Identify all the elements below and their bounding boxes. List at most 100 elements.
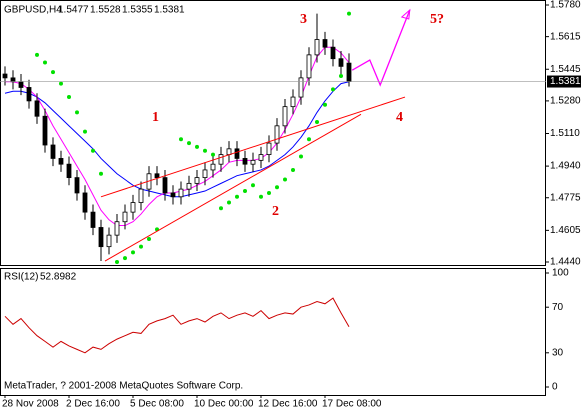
candle-body xyxy=(50,144,56,159)
candle-body xyxy=(170,192,176,198)
candle-body xyxy=(114,221,120,236)
candle-body xyxy=(322,39,328,48)
candle-body xyxy=(298,77,304,98)
sar-dot xyxy=(131,250,135,255)
candle-body xyxy=(226,148,232,155)
sar-dot xyxy=(211,152,215,157)
wave-label: 5? xyxy=(430,12,444,27)
sar-dot xyxy=(139,244,143,249)
sar-dot xyxy=(251,183,255,188)
header-value: 1.5477 xyxy=(58,5,89,16)
candle-body xyxy=(90,211,96,228)
sar-dot xyxy=(67,95,71,100)
wave-label: 3 xyxy=(300,12,307,27)
sar-dot xyxy=(195,144,199,149)
x-tick-label: 28 Nov 2008 xyxy=(2,399,59,410)
sar-dot xyxy=(123,256,127,261)
y-tick-label: 1.5280 xyxy=(550,96,581,107)
sar-dot xyxy=(315,119,319,124)
y-tick-label: 1.5780 xyxy=(550,0,581,11)
x-tick-label: 17 Dec 08:00 xyxy=(322,399,382,410)
candle-body xyxy=(210,163,216,171)
candle-body xyxy=(2,73,8,79)
sar-dot xyxy=(91,148,95,153)
wave-label: 1 xyxy=(152,110,159,125)
sar-dot xyxy=(99,171,103,176)
footer: MetaTrader, ? 2001-2008 MetaQuotes Softw… xyxy=(4,381,243,392)
sar-dot xyxy=(219,206,223,211)
sar-dot xyxy=(187,141,191,146)
candle-body xyxy=(26,87,32,102)
candle-body xyxy=(178,188,184,198)
price-panel xyxy=(0,0,546,266)
y-tick-label: 30 xyxy=(552,347,564,358)
sar-dot xyxy=(203,148,207,153)
candle-body xyxy=(306,54,312,79)
candle-body xyxy=(290,96,296,108)
sar-dot xyxy=(83,129,87,134)
y-tick-label: 1.4775 xyxy=(550,192,581,203)
sar-dot xyxy=(347,11,351,16)
candle-body xyxy=(42,115,48,146)
arrow-head xyxy=(400,8,411,20)
price-label-box xyxy=(547,75,581,88)
candle-body xyxy=(314,39,320,56)
trendline xyxy=(100,96,406,198)
sar-dot xyxy=(291,167,295,172)
sar-dot xyxy=(43,60,47,65)
symbol: GBPUSD,H4 xyxy=(4,5,62,16)
candle-body xyxy=(130,202,136,213)
candle-body xyxy=(58,158,64,165)
sar-dot xyxy=(283,177,287,182)
sar-dot xyxy=(307,137,311,142)
y-tick-label: 1.4605 xyxy=(550,225,581,236)
moving-average xyxy=(4,81,350,198)
candle-body xyxy=(154,173,160,179)
candle-body xyxy=(98,227,104,248)
candle-body xyxy=(266,142,272,155)
sar-dot xyxy=(275,185,279,190)
y-tick-label: 0 xyxy=(552,382,558,393)
candle-body xyxy=(18,81,24,88)
indicator-value: 52.8982 xyxy=(40,272,77,283)
sar-dot xyxy=(227,200,231,205)
candle-body xyxy=(258,154,264,161)
candle-body xyxy=(186,182,192,190)
indicator-label: RSI(12) xyxy=(4,272,38,283)
sar-dot xyxy=(299,154,303,159)
candle-body xyxy=(282,106,288,127)
candle-body xyxy=(162,177,168,194)
header-value: 1.5355 xyxy=(122,5,153,16)
x-tick-label: 12 Dec 16:00 xyxy=(258,399,318,410)
y-tick-label: 100 xyxy=(552,268,569,279)
sar-dot xyxy=(339,73,343,78)
sar-dot xyxy=(259,194,263,199)
wave-label: 4 xyxy=(396,110,403,125)
sar-dot xyxy=(179,137,183,142)
y-tick-label: 1.5615 xyxy=(550,31,581,42)
candle-body xyxy=(82,192,88,213)
candle-body xyxy=(250,159,256,165)
x-tick-label: 5 Dec 08:00 xyxy=(130,399,184,410)
candle-body xyxy=(10,77,16,83)
candle-body xyxy=(338,58,344,67)
candle-body xyxy=(34,100,40,117)
x-tick-label: 10 Dec 00:00 xyxy=(194,399,254,410)
sar-dot xyxy=(59,81,63,86)
sar-dot xyxy=(75,110,79,115)
projection xyxy=(351,9,411,87)
candle-body xyxy=(74,177,80,194)
sar-dot xyxy=(243,189,247,194)
candle-body xyxy=(138,188,144,203)
indicator-panel xyxy=(0,268,546,396)
sar-dot xyxy=(235,194,239,199)
candle-body xyxy=(218,154,224,165)
candle-body xyxy=(66,163,72,179)
candle-body xyxy=(106,234,112,248)
header-value: 1.5528 xyxy=(90,5,121,16)
candle-body xyxy=(242,158,248,165)
y-tick-label: 1.4940 xyxy=(550,161,581,172)
trendline xyxy=(104,113,362,262)
candle-body xyxy=(274,125,280,144)
